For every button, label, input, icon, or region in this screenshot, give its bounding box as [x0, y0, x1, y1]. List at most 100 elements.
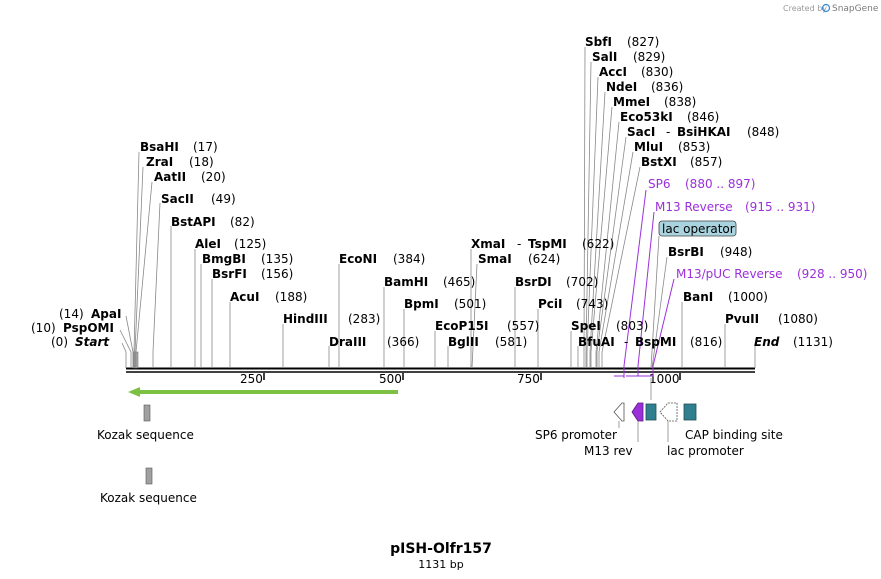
sp6-primer-label: SP6 [648, 177, 671, 191]
primer-labels: SP6 (880 .. 897) M13 Reverse (915 .. 931… [648, 177, 867, 281]
primer-line-m13rev [626, 211, 655, 377]
saci-label: SacI [627, 125, 655, 139]
m13-rev-glyph [631, 402, 644, 422]
bstapi-label: BstAPI [171, 215, 216, 229]
bani-label: BanI [683, 290, 713, 304]
zrai-pos: (18) [189, 155, 214, 169]
enzyme-lines [119, 46, 756, 369]
m13-puc-range: (928 .. 950) [797, 267, 867, 281]
smai-pos: (624) [528, 252, 560, 266]
m13-rev-label: M13 rev [584, 444, 633, 458]
apai-label: ApaI [91, 307, 121, 321]
line-sacii [152, 202, 161, 368]
acci-pos: (830) [641, 65, 673, 79]
kozak-label-1: Kozak sequence [97, 428, 194, 442]
line-saci [596, 136, 627, 368]
enzyme-labels: (14) ApaI (10) PspOMI (0) Start BsaHI (1… [31, 35, 833, 349]
lac-promoter-glyph [659, 402, 678, 422]
sali-label: SalI [592, 50, 617, 64]
bstxi-label: BstXI [641, 155, 677, 169]
tick-label-750: 750 [517, 372, 540, 386]
tick-label-500: 500 [379, 372, 402, 386]
ndei-pos: (836) [651, 80, 683, 94]
sp6-promoter-label: SP6 promoter [535, 428, 617, 442]
saci-sep: - [666, 125, 670, 139]
feature-glyphs [613, 378, 697, 442]
line-sali [585, 61, 592, 368]
bstapi-pos: (82) [230, 215, 255, 229]
mlui-pos: (853) [678, 140, 710, 154]
line-smai [471, 263, 478, 369]
pspomi-pos: (10) [31, 321, 56, 335]
eco53ki-pos: (846) [687, 110, 719, 124]
bmgbi-label: BmgBI [202, 252, 246, 266]
lac-operator-glyph [645, 403, 657, 421]
line-mmei [590, 106, 613, 368]
alei-label: AleI [195, 237, 221, 251]
mmei-label: MmeI [613, 95, 650, 109]
bsahi-pos: (17) [193, 140, 218, 154]
sp6-primer-range: (880 .. 897) [685, 177, 755, 191]
line-bstxi [601, 166, 641, 368]
econi-pos: (384) [393, 252, 425, 266]
xmai-sep: - [517, 237, 521, 251]
ndei-label: NdeI [606, 80, 637, 94]
eco53ki-label: Eco53kI [620, 110, 673, 124]
hindiii-label: HindIII [283, 312, 328, 326]
acci-label: AccI [599, 65, 627, 79]
m13-reverse-label: M13 Reverse [655, 200, 733, 214]
sp6-promoter-glyph [613, 402, 625, 422]
bstxi-pos: (857) [690, 155, 722, 169]
created-by-text: Created by [783, 4, 827, 13]
bmgbi-pos: (135) [261, 252, 293, 266]
cap-binding-site-label: CAP binding site [685, 428, 783, 442]
line-ndei [589, 91, 606, 368]
hindiii-pos: (283) [348, 312, 380, 326]
line-pspomi [119, 329, 132, 368]
line-start [121, 342, 127, 368]
bglii-pos: (581) [495, 335, 527, 349]
bsrdi-pos: (702) [566, 275, 598, 289]
primer-line-m13puc [634, 278, 675, 377]
lac-operator-box [658, 220, 737, 237]
pspomi-label: PspOMI [63, 321, 114, 335]
start-pos: (0) [51, 335, 68, 349]
end-pos: (1131) [793, 335, 833, 349]
line-mlui [598, 151, 634, 368]
map-length: 1131 bp [418, 558, 463, 571]
tick-label-1000: 1000 [649, 372, 680, 386]
draiii-pos: (366) [387, 335, 419, 349]
ruler: 250 500 750 1000 [240, 372, 681, 386]
end-label: End [754, 335, 780, 349]
bpmi-label: BpmI [404, 297, 439, 311]
snapgene-logo-icon [821, 3, 831, 13]
draiii-label: DraIII [329, 335, 366, 349]
bfuai-sep: - [624, 335, 628, 349]
line-lac-operator [650, 235, 660, 369]
bspmi-label: BspMI [635, 335, 676, 349]
pvuii-pos: (1080) [778, 312, 818, 326]
bsrbi-pos: (948) [720, 245, 752, 259]
mlui-label: MluI [634, 140, 663, 154]
bsrfi-pos: (156) [261, 267, 293, 281]
mmei-pos: (838) [664, 95, 696, 109]
sbfi-pos: (827) [627, 35, 659, 49]
m13-puc-label: M13/pUC Reverse [676, 267, 783, 281]
xmai-pos: (622) [582, 237, 614, 251]
map-title: pISH-Olfr157 [390, 541, 492, 557]
ecop15i-pos: (557) [507, 319, 539, 333]
kozak-box-1 [143, 404, 151, 422]
apai-pos: (14) [59, 307, 84, 321]
sacii-label: SacII [161, 192, 194, 206]
aatii-label: AatII [154, 170, 186, 184]
m13-reverse-range: (915 .. 931) [745, 200, 815, 214]
lac-promoter-label: lac promoter [667, 444, 744, 458]
line-acci [586, 76, 599, 368]
pvuii-label: PvuII [725, 312, 759, 326]
line-aatii [135, 181, 153, 368]
bamhi-label: BamHI [384, 275, 428, 289]
pcii-label: PciI [538, 297, 563, 311]
bsihkai-label: BsiHKAI [677, 125, 731, 139]
line-zrai [134, 166, 144, 368]
